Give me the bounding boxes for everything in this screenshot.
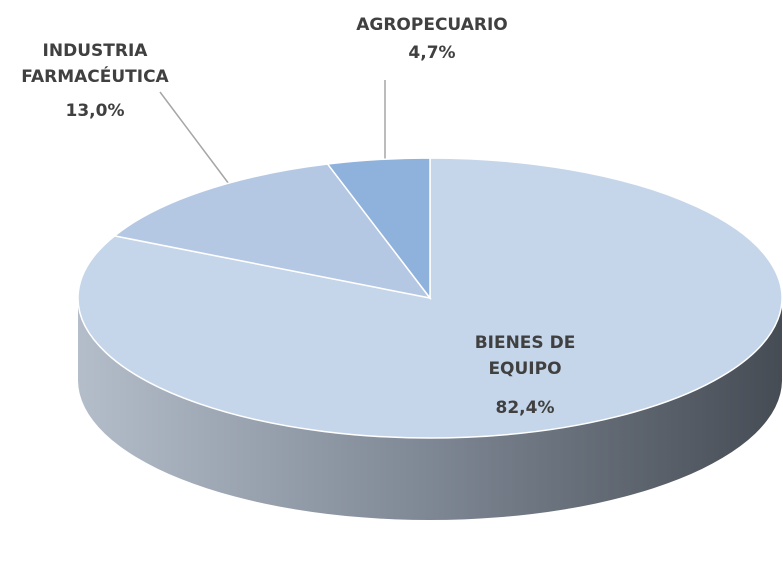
pie-side <box>78 298 782 520</box>
leader-line <box>159 91 233 189</box>
value-label: 13,0% <box>65 101 125 121</box>
category-label: INDUSTRIA FARMACÉUTICA <box>21 41 169 87</box>
category-label: BIENES DE EQUIPO <box>474 333 576 379</box>
pie-slice <box>112 163 432 300</box>
pie-slice <box>326 157 431 301</box>
category-label: AGROPECUARIO <box>356 15 508 35</box>
value-label: 4,7% <box>408 43 456 63</box>
value-label: 82,4% <box>495 398 555 418</box>
